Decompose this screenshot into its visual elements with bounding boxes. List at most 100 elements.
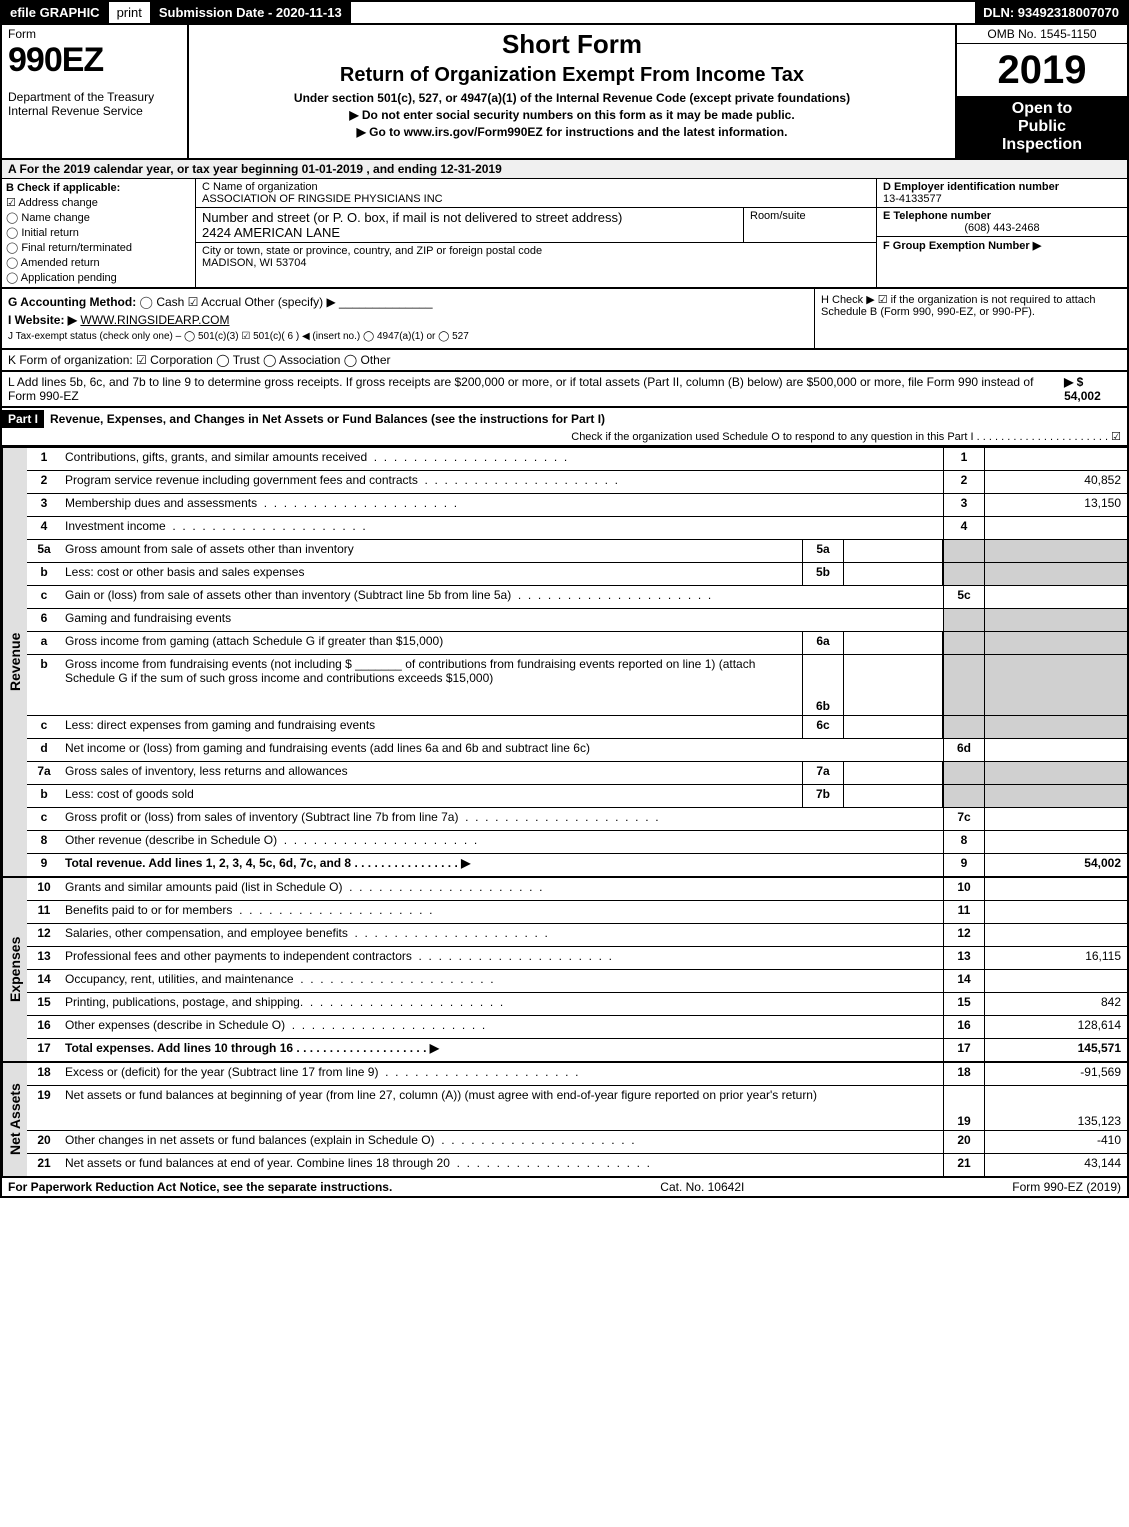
open-label: Open to	[961, 100, 1123, 118]
netassets-section: Net Assets 18Excess or (deficit) for the…	[0, 1063, 1129, 1178]
h-block: H Check ▶ ☑ if the organization is not r…	[814, 289, 1127, 348]
group-label: F Group Exemption Number ▶	[883, 240, 1041, 252]
line-6d-desc: Net income or (loss) from gaming and fun…	[61, 739, 943, 761]
phone-label: E Telephone number	[883, 210, 1121, 222]
line-6c-mini: 6c	[802, 716, 844, 738]
line-15-val: 842	[984, 993, 1127, 1015]
part1-header-row: Part I Revenue, Expenses, and Changes in…	[0, 408, 1129, 447]
line-2-val: 40,852	[984, 471, 1127, 493]
line-6d-val	[984, 739, 1127, 761]
netassets-side-label: Net Assets	[2, 1063, 27, 1176]
ein-cell: D Employer identification number 13-4133…	[877, 179, 1127, 208]
line-17-box: 17	[943, 1039, 984, 1061]
header-right: OMB No. 1545-1150 2019 Open to Public In…	[957, 25, 1127, 158]
line-2-box: 2	[943, 471, 984, 493]
line-19-val: 135,123	[984, 1086, 1127, 1130]
org-name: ASSOCIATION OF RINGSIDE PHYSICIANS INC	[202, 193, 870, 205]
expenses-side-label: Expenses	[2, 878, 27, 1061]
efile-label: efile GRAPHIC	[2, 2, 109, 23]
line-8-val	[984, 831, 1127, 853]
check-pending[interactable]: Application pending	[6, 270, 191, 285]
phone-value: (608) 443-2468	[883, 222, 1121, 234]
l-row: L Add lines 5b, 6c, and 7b to line 9 to …	[0, 372, 1129, 408]
print-button[interactable]: print	[109, 2, 151, 23]
website-link[interactable]: WWW.RINGSIDEARP.COM	[80, 313, 229, 327]
line-14-desc: Occupancy, rent, utilities, and maintena…	[61, 970, 943, 992]
check-amended[interactable]: Amended return	[6, 255, 191, 270]
line-5c-box: 5c	[943, 586, 984, 608]
col-b-checkboxes: B Check if applicable: Address change Na…	[2, 179, 196, 287]
line-12-val	[984, 924, 1127, 946]
sched-o-check[interactable]: Check if the organization used Schedule …	[2, 430, 1127, 445]
goto-link[interactable]: ▶ Go to www.irs.gov/Form990EZ for instru…	[195, 125, 949, 139]
line-12-desc: Salaries, other compensation, and employ…	[61, 924, 943, 946]
gihj-block: G Accounting Method: Cash Accrual Other …	[0, 289, 1129, 350]
line-6a-desc: Gross income from gaming (attach Schedul…	[61, 632, 802, 654]
line-7c-val	[984, 808, 1127, 830]
line-5c-desc: Gain or (loss) from sale of assets other…	[61, 586, 943, 608]
line-7a-desc: Gross sales of inventory, less returns a…	[61, 762, 802, 784]
line-21-val: 43,144	[984, 1154, 1127, 1176]
line-11-desc: Benefits paid to or for members	[61, 901, 943, 923]
check-address-change[interactable]: Address change	[6, 195, 191, 210]
acct-other[interactable]: Other (specify) ▶	[244, 295, 335, 309]
header-center: Short Form Return of Organization Exempt…	[189, 25, 957, 158]
ein-value: 13-4133577	[883, 193, 1121, 205]
omb-number: OMB No. 1545-1150	[957, 25, 1127, 44]
line-6-desc: Gaming and fundraising events	[61, 609, 943, 631]
line-14-val	[984, 970, 1127, 992]
line-8-desc: Other revenue (describe in Schedule O)	[61, 831, 943, 853]
phone-cell: E Telephone number (608) 443-2468	[877, 208, 1127, 237]
acct-cash[interactable]: Cash	[140, 295, 185, 309]
line-15-desc: Printing, publications, postage, and shi…	[61, 993, 943, 1015]
line-2-desc: Program service revenue including govern…	[61, 471, 943, 493]
open-public-inspection: Open to Public Inspection	[957, 96, 1127, 158]
col-c-orginfo: C Name of organization ASSOCIATION OF RI…	[196, 179, 876, 287]
footer-left: For Paperwork Reduction Act Notice, see …	[8, 1180, 392, 1194]
line-20-box: 20	[943, 1131, 984, 1153]
col-d-info: D Employer identification number 13-4133…	[876, 179, 1127, 287]
line-11-box: 11	[943, 901, 984, 923]
org-info-grid: B Check if applicable: Address change Na…	[0, 178, 1129, 289]
under-section: Under section 501(c), 527, or 4947(a)(1)…	[195, 91, 949, 105]
line-3-desc: Membership dues and assessments	[61, 494, 943, 516]
gihj-left: G Accounting Method: Cash Accrual Other …	[2, 289, 814, 348]
k-row: K Form of organization: ☑ Corporation ◯ …	[0, 350, 1129, 372]
main-title: Return of Organization Exempt From Incom…	[195, 64, 949, 87]
group-exemption-cell: F Group Exemption Number ▶	[877, 237, 1127, 287]
tax-exempt-status: J Tax-exempt status (check only one) – ◯…	[8, 329, 808, 344]
line-13-desc: Professional fees and other payments to …	[61, 947, 943, 969]
line-17-desc: Total expenses. Add lines 10 through 16 …	[61, 1039, 943, 1061]
city-label: City or town, state or province, country…	[202, 245, 870, 257]
street-address: 2424 AMERICAN LANE	[202, 225, 737, 240]
line-5b-desc: Less: cost or other basis and sales expe…	[61, 563, 802, 585]
line-16-desc: Other expenses (describe in Schedule O)	[61, 1016, 943, 1038]
footer-formref: Form 990-EZ (2019)	[1012, 1180, 1121, 1194]
accounting-method: G Accounting Method: Cash Accrual Other …	[8, 293, 808, 311]
part1-label: Part I	[2, 410, 44, 428]
website-row: I Website: ▶ WWW.RINGSIDEARP.COM	[8, 311, 808, 329]
check-name-change[interactable]: Name change	[6, 210, 191, 225]
line-3-val: 13,150	[984, 494, 1127, 516]
check-initial-return[interactable]: Initial return	[6, 225, 191, 240]
acct-accrual[interactable]: Accrual	[188, 295, 241, 309]
top-bar: efile GRAPHIC print Submission Date - 20…	[0, 0, 1129, 25]
line-6c-desc: Less: direct expenses from gaming and fu…	[61, 716, 802, 738]
line-21-desc: Net assets or fund balances at end of ye…	[61, 1154, 943, 1176]
expenses-section: Expenses 10Grants and similar amounts pa…	[0, 878, 1129, 1063]
line-14-box: 14	[943, 970, 984, 992]
check-final-return[interactable]: Final return/terminated	[6, 240, 191, 255]
website-label: I Website: ▶	[8, 313, 77, 327]
revenue-section: Revenue 1Contributions, gifts, grants, a…	[0, 447, 1129, 878]
line-17-val: 145,571	[984, 1039, 1127, 1061]
line-8-box: 8	[943, 831, 984, 853]
line-1-desc: Contributions, gifts, grants, and simila…	[61, 448, 943, 470]
line-5a-desc: Gross amount from sale of assets other t…	[61, 540, 802, 562]
line-9-box: 9	[943, 854, 984, 876]
short-form-title: Short Form	[195, 29, 949, 60]
ssn-warning: ▶ Do not enter social security numbers o…	[195, 108, 949, 122]
line-7b-mini: 7b	[802, 785, 844, 807]
tax-year: 2019	[957, 44, 1127, 96]
line-5b-mini: 5b	[802, 563, 844, 585]
form-label: Form	[2, 25, 187, 41]
